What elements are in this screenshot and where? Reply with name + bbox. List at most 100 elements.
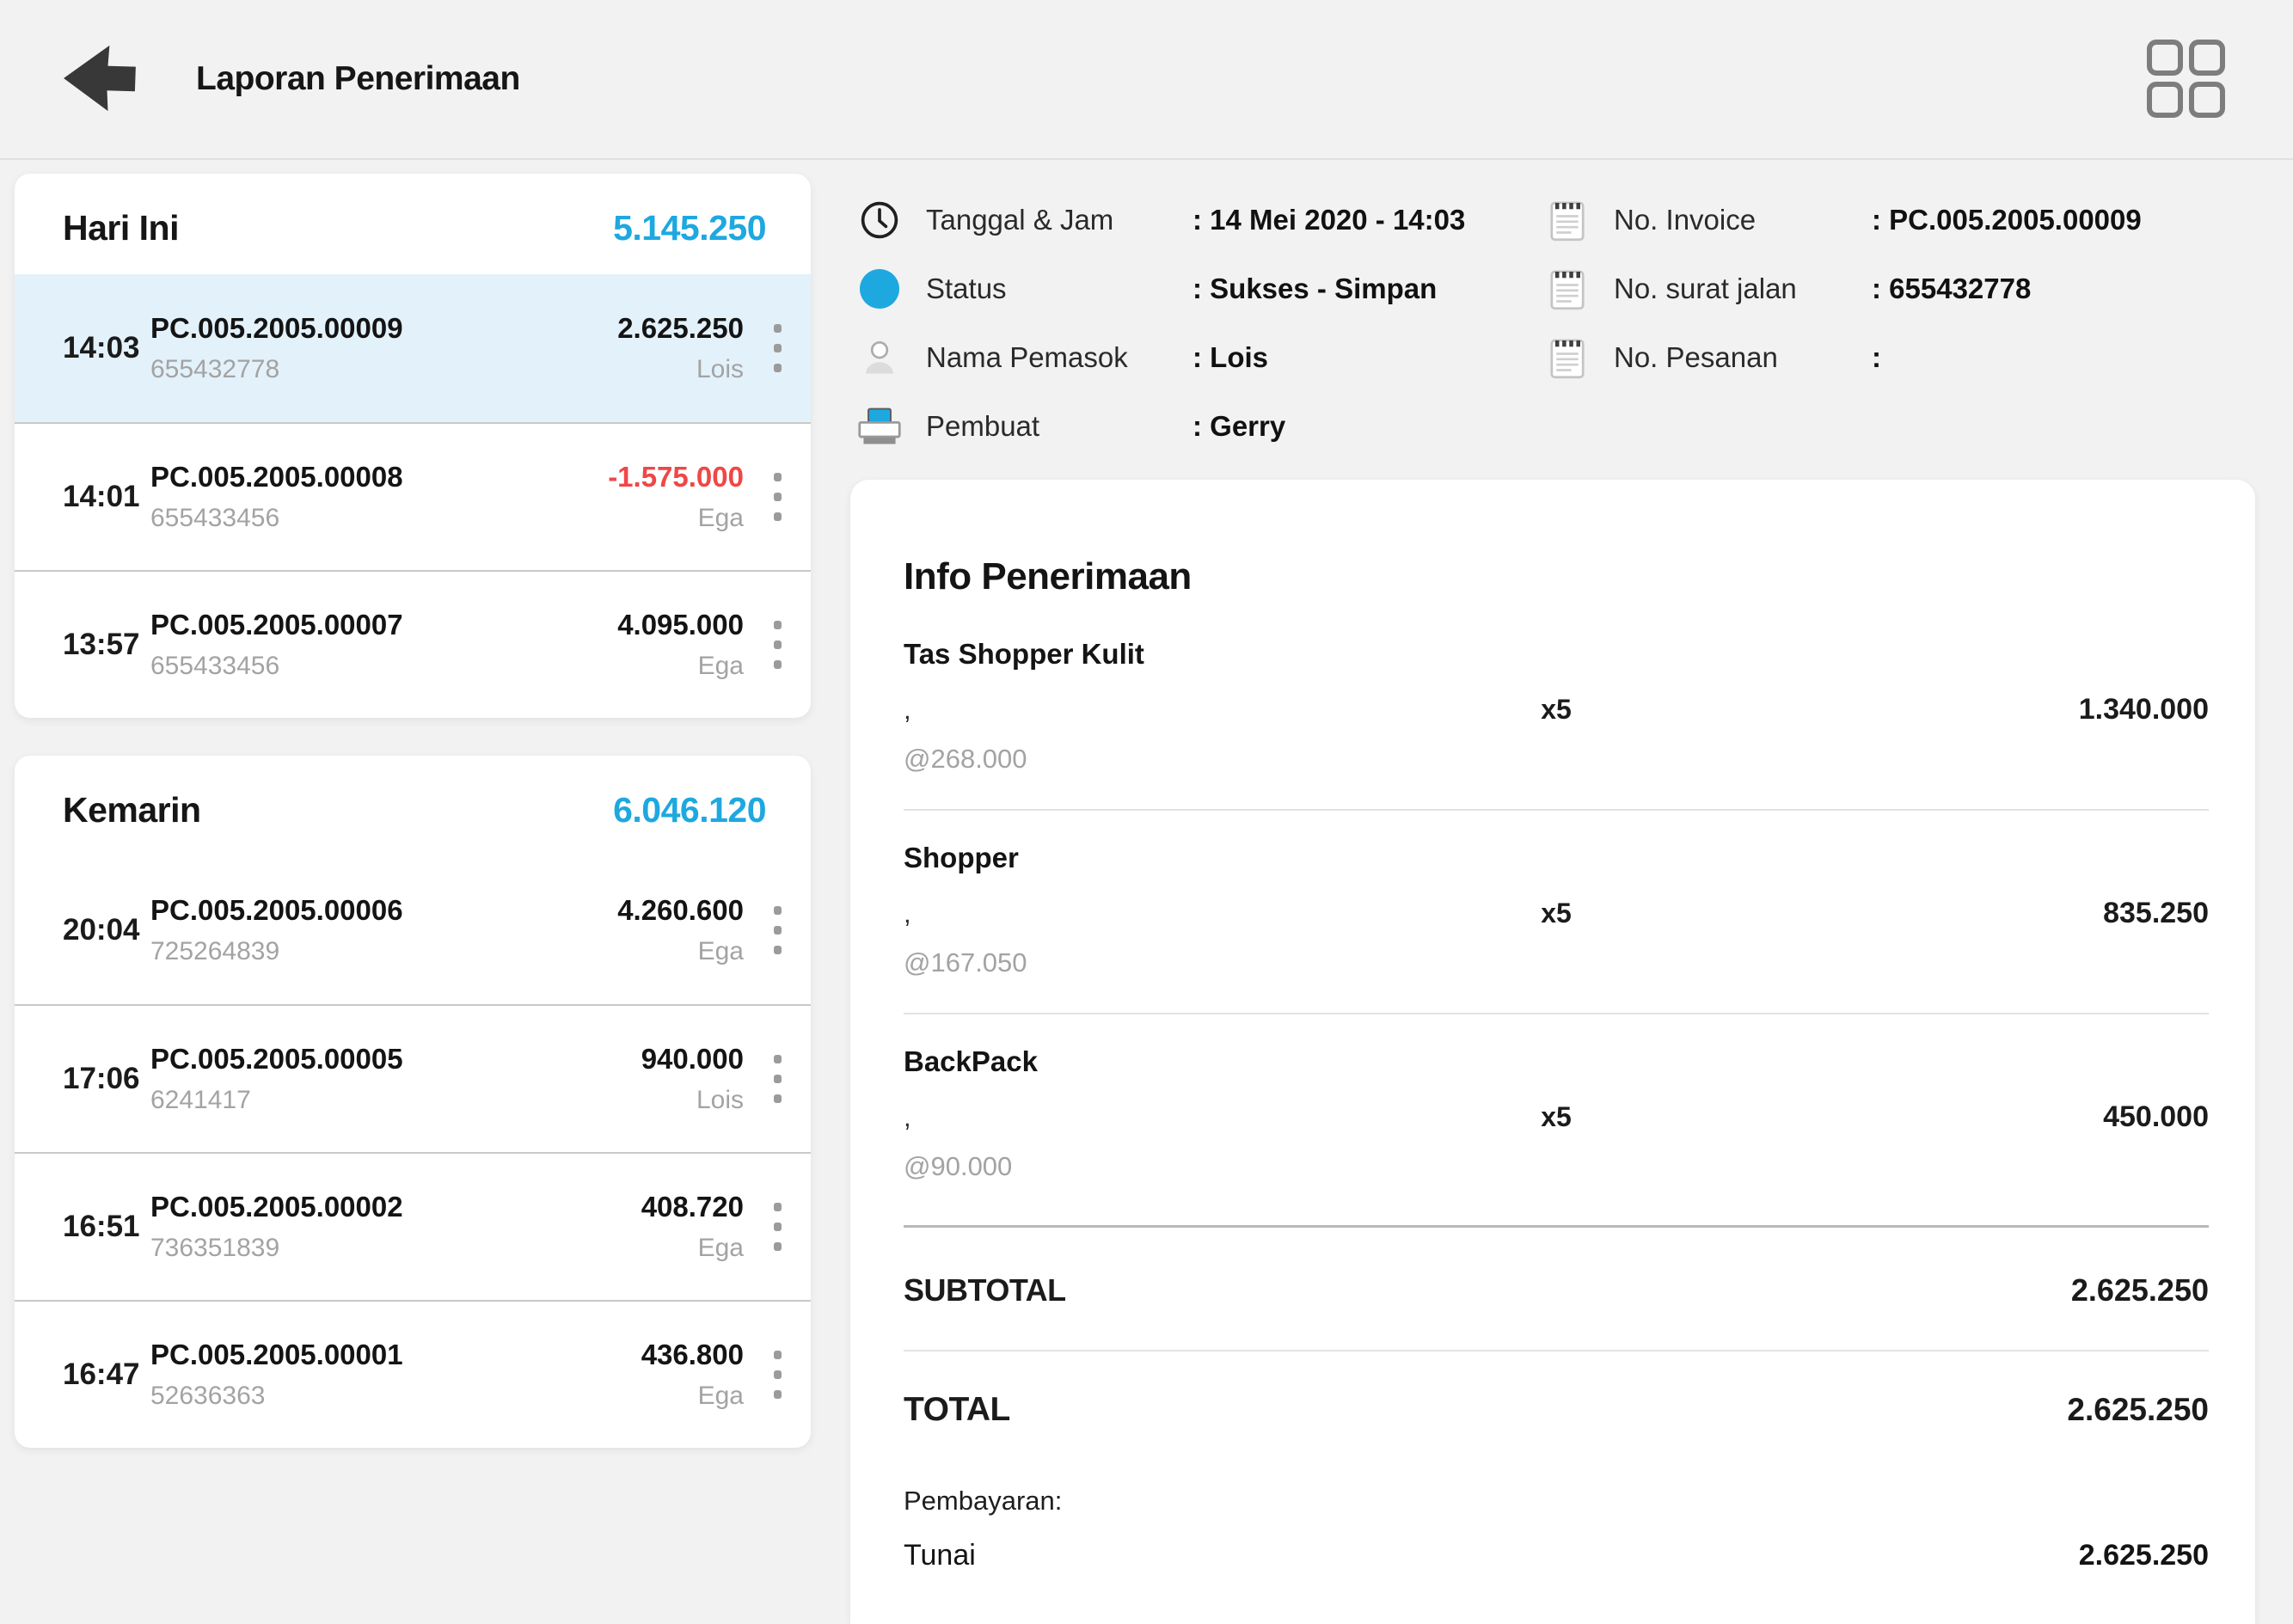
item-reference-number: 6241417 [150,1086,251,1114]
back-button[interactable] [52,32,146,126]
detail-field-label: No. surat jalan [1614,273,1797,304]
detail-field-value: : 655432778 [1872,273,2032,304]
person-icon [857,335,902,380]
detail-field: Pembuat : Gerry [857,392,1538,461]
item-menu-kebab-icon[interactable] [744,473,811,521]
detail-field-label: Tanggal & Jam [926,204,1114,236]
product-divider [904,809,2209,811]
printer-icon [857,404,902,449]
product-qty: x5 [1541,694,1572,725]
receipt-list-item[interactable]: 17:06 PC.005.2005.00005 6241417 940.000 … [15,1004,811,1152]
product-unit-price: @167.050 [904,947,1027,977]
detail-field-value: : Gerry [1192,410,1286,442]
detail-field-value: : Sukses - Simpan [1192,273,1438,304]
note-icon [1545,267,1590,311]
product-row: Shopper , x5 835.250 @167.050 [904,842,2209,978]
product-unit-price: @90.000 [904,1151,1013,1181]
item-menu-kebab-icon[interactable] [744,1203,811,1251]
group-total: 6.046.120 [613,790,766,830]
item-invoice-number: PC.005.2005.00002 [150,1191,403,1223]
product-variant: , [904,898,911,928]
receipt-list-item[interactable]: 13:57 PC.005.2005.00007 655433456 4.095.… [15,570,811,718]
detail-field-label: No. Invoice [1614,204,1757,236]
group-header: Hari Ini 5.145.250 [15,174,811,274]
item-person: Lois [696,355,744,383]
detail-field: Tanggal & Jam : 14 Mei 2020 - 14:03 [857,186,1538,254]
item-reference-number: 655432778 [150,355,280,383]
item-reference-number: 736351839 [150,1234,280,1262]
arrow-back-icon [62,44,136,115]
product-name: Tas Shopper Kulit [904,638,1144,670]
item-amount: -1.575.000 [608,461,744,493]
product-name: Shopper [904,842,1019,873]
receipt-list-item[interactable]: 16:51 PC.005.2005.00002 736351839 408.72… [15,1152,811,1300]
item-person: Ega [697,1234,744,1262]
receipt-list-panel: Hari Ini 5.145.250 14:03 PC.005.2005.000… [15,174,811,1448]
payment-row: Tunai 2.625.250 [904,1539,2209,1572]
detail-field-value: : [1872,341,1881,373]
item-time: 16:47 [63,1357,140,1391]
item-time: 16:51 [63,1210,140,1243]
app-header: Laporan Penerimaan [0,0,2293,160]
note-icon [1545,198,1590,242]
item-person: Ega [697,504,744,532]
item-invoice-number: PC.005.2005.00005 [150,1043,403,1075]
receipt-list-item[interactable]: 14:01 PC.005.2005.00008 655433456 -1.575… [15,422,811,570]
product-amount: 1.340.000 [2078,693,2209,726]
item-time: 13:57 [63,628,140,661]
payment-amount: 2.625.250 [2078,1539,2209,1572]
group-header: Kemarin 6.046.120 [15,756,811,856]
item-time: 17:06 [63,1062,140,1095]
item-time: 14:01 [63,480,140,513]
payment-section-label: Pembayaran: [904,1486,1063,1516]
product-amount: 450.000 [2103,1100,2209,1133]
product-variant: , [904,694,911,725]
item-menu-kebab-icon[interactable] [744,906,811,954]
status-dot-icon [857,267,902,311]
detail-field-label: Nama Pemasok [926,341,1128,373]
detail-field: No. surat jalan : 655432778 [1545,254,2255,323]
grid-menu-button[interactable] [2138,32,2233,126]
item-amount: 4.095.000 [617,609,744,640]
item-menu-kebab-icon[interactable] [744,1351,811,1399]
product-qty: x5 [1541,1101,1572,1132]
note-icon [1545,335,1590,380]
total-value: 2.625.250 [2067,1392,2209,1427]
subtotal-row: SUBTOTAL 2.625.250 [904,1272,2209,1308]
subtotal-label: SUBTOTAL [904,1272,1066,1308]
item-amount: 940.000 [641,1043,744,1075]
detail-field-label: Pembuat [926,410,1040,442]
detail-field: No. Invoice : PC.005.2005.00009 [1545,186,2255,254]
item-time: 14:03 [63,331,140,365]
item-person: Ega [697,1382,744,1410]
item-menu-kebab-icon[interactable] [744,324,811,372]
group-title: Hari Ini [63,208,179,248]
item-menu-kebab-icon[interactable] [744,1055,811,1103]
receipt-list-item[interactable]: 14:03 PC.005.2005.00009 655432778 2.625.… [15,274,811,422]
item-invoice-number: PC.005.2005.00008 [150,461,403,493]
receipt-list-item[interactable]: 16:47 PC.005.2005.00001 52636363 436.800… [15,1300,811,1448]
item-menu-kebab-icon[interactable] [744,621,811,669]
detail-field: No. Pesanan : [1545,323,2255,392]
info-penerimaan-card: Info Penerimaan Tas Shopper Kulit , x5 1… [850,480,2255,1624]
detail-field-label: No. Pesanan [1614,341,1778,373]
group-total: 5.145.250 [613,208,766,248]
receipt-list-item[interactable]: 20:04 PC.005.2005.00006 725264839 4.260.… [15,856,811,1004]
item-reference-number: 655433456 [150,504,280,532]
detail-field-value: : PC.005.2005.00009 [1872,204,2142,236]
day-group-card: Kemarin 6.046.120 20:04 PC.005.2005.0000… [15,756,811,1448]
product-divider [904,1013,2209,1014]
total-divider [904,1350,2209,1351]
item-invoice-number: PC.005.2005.00007 [150,609,403,640]
detail-field-value: : 14 Mei 2020 - 14:03 [1192,204,1466,236]
detail-field: Nama Pemasok : Lois [857,323,1538,392]
item-reference-number: 52636363 [150,1382,266,1410]
product-unit-price: @268.000 [904,744,1027,774]
product-variant: , [904,1101,911,1132]
product-row: BackPack , x5 450.000 @90.000 [904,1045,2209,1182]
page-title: Laporan Penerimaan [196,60,520,97]
item-reference-number: 725264839 [150,937,280,965]
item-amount: 408.720 [641,1191,744,1223]
total-label: TOTAL [904,1391,1010,1428]
total-row: TOTAL 2.625.250 [904,1391,2209,1429]
